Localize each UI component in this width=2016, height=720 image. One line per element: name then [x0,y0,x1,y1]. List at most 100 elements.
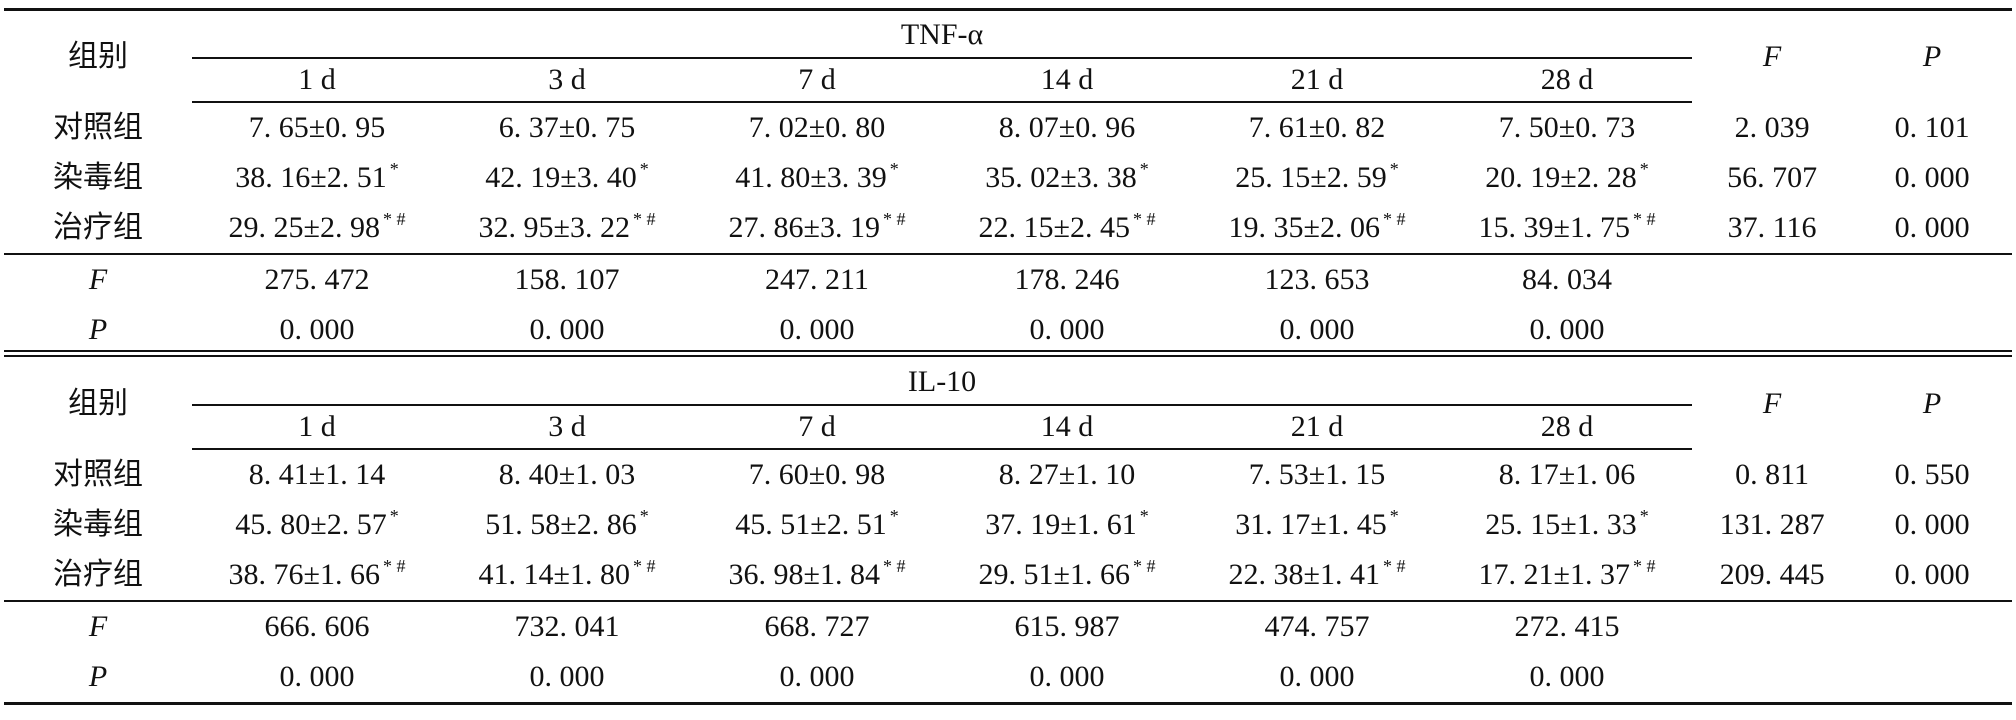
f-value: 247. 211 [692,253,942,305]
f-stat-row: F 275. 472 158. 107 247. 211 178. 246 12… [4,253,2013,305]
group-header: 组别 [68,385,128,421]
f-row-label: F [4,253,192,305]
mean-sd-value: 41. 80±3. 39 [735,161,887,194]
mean-sd-cell: 27. 86±3. 19 * # [692,203,942,254]
time-header: 14 d [942,59,1192,103]
significance-marker: * [1639,159,1649,179]
mean-sd-cell: 22. 15±2. 45 * # [942,203,1192,254]
group-label: 染毒组 [53,507,143,542]
time-header: 14 d [942,406,1192,450]
significance-marker: * [389,159,399,179]
significance-marker: * [889,159,899,179]
time-header: 28 d [1442,59,1693,103]
p-value: 0. 000 [192,652,442,705]
mean-sd-value: 31. 17±1. 45 [1235,508,1387,541]
mean-sd-cell: 36. 98±1. 84 * # [692,550,942,601]
time-header: 1 d [192,59,442,103]
mean-sd-value: 32. 95±3. 22 [478,211,630,244]
mean-sd-cell: 7. 61±0. 82 [1192,102,1442,153]
group-label: 治疗组 [53,210,143,245]
mean-sd-cell: 8. 17±1. 06 [1442,449,1692,500]
mean-sd-value: 7. 50±0. 73 [1498,111,1636,144]
group-rows: 对照组 7. 65±0. 95 6. 37±0. 75 7. 02±0. 80 8. 0… [4,102,2012,254]
f-stat-row: F 666. 606 732. 041 668. 727 615. 987 47… [4,600,2013,652]
row-f-value: 37. 116 [1727,211,1817,244]
mean-sd-value: 38. 16±2. 51 [235,161,387,194]
mean-sd-cell: 31. 17±1. 45 * [1192,500,1442,550]
significance-marker: * # [632,209,656,229]
mean-sd-cell: 25. 15±1. 33 * [1442,500,1692,550]
p-value: 0. 000 [529,313,605,346]
f-value: 275. 472 [192,253,442,305]
mean-sd-cell: 19. 35±2. 06 * # [1192,203,1442,254]
row-f-value: 2. 039 [1734,110,1810,144]
significance-marker: * # [1633,209,1656,229]
group-row: 对照组 8. 41±1. 14 8. 40±1. 03 7. 60±0. 98 8. 2… [4,449,2012,500]
row-f-value: 209. 445 [1719,558,1825,591]
mean-sd-value: 8. 07±0. 96 [998,111,1136,144]
mean-sd-value: 7. 65±0. 95 [248,111,386,144]
row-f-value: 56. 707 [1727,161,1818,194]
group-row: 治疗组 29. 25±2. 98 * #32. 95±3. 22 * #27. 86±… [4,203,2012,254]
mean-sd-cell: 45. 51±2. 51 * [692,500,942,550]
p-header: P [1922,386,1942,420]
mean-sd-cell: 37. 19±1. 61 * [942,500,1192,550]
mean-sd-cell: 7. 50±0. 73 [1442,102,1692,153]
significance-marker: * [1389,506,1399,526]
mean-sd-cell: 7. 53±1. 15 [1192,449,1442,500]
f-value: 123. 653 [1192,253,1442,305]
mean-sd-value: 25. 15±1. 33 [1485,508,1637,541]
significance-marker: * [1139,506,1149,526]
mean-sd-cell: 8. 40±1. 03 [442,449,692,500]
double-rule-bottom [4,355,2012,357]
mean-sd-value: 29. 51±1. 66 [978,558,1130,591]
p-value: 0. 000 [692,652,942,705]
mean-sd-value: 8. 27±1. 10 [998,458,1136,491]
time-header: 7 d [692,406,942,450]
significance-marker: * [889,506,899,526]
group-rows: 对照组 8. 41±1. 14 8. 40±1. 03 7. 60±0. 98 8. 2… [4,449,2012,601]
group-row: 染毒组 45. 80±2. 57 * 51. 58±2. 86 * 45. 51±2. 5… [4,500,2012,550]
p-header: P [1922,39,1942,73]
significance-marker: * # [882,556,906,576]
mean-sd-value: 7. 61±0. 82 [1248,111,1386,144]
significance-marker: * # [882,209,906,229]
p-value: 0. 000 [1529,313,1605,346]
mean-sd-cell: 29. 51±1. 66 * # [942,550,1192,601]
p-value: 0. 000 [942,652,1192,705]
f-value: 272. 415 [1442,600,1693,652]
time-header: 28 d [1442,406,1693,450]
group-label: 对照组 [53,109,143,145]
p-value: 0. 000 [279,313,355,346]
mean-sd-cell: 29. 25±2. 98 * # [192,203,442,254]
mean-sd-cell: 35. 02±3. 38 * [942,153,1192,203]
significance-marker: * [1639,506,1649,526]
significance-marker: * [1389,159,1399,179]
mean-sd-value: 35. 02±3. 38 [985,161,1137,194]
p-stat-row: P 0. 000 0. 000 0. 000 0. 000 0. 000 0. … [4,652,2013,705]
mean-sd-cell: 6. 37±0. 75 [442,102,692,153]
mean-sd-value: 19. 35±2. 06 [1228,211,1380,244]
mean-sd-value: 8. 17±1. 06 [1498,458,1636,491]
significance-marker: * # [382,209,406,229]
significance-marker: * # [382,556,406,576]
f-value: 158. 107 [442,253,692,305]
f-row-label: F [4,600,192,652]
f-value: 474. 757 [1192,600,1442,652]
mean-sd-value: 45. 51±2. 51 [735,508,887,541]
p-value: 0. 000 [442,652,692,705]
il-10-table: 组别 IL-10 F P 1 d 3 d 7 d 14 d 21 d 28 d … [4,358,2013,705]
significance-marker: * # [1382,209,1406,229]
significance-marker: * [639,159,649,179]
mean-sd-value: 22. 38±1. 41 [1228,558,1380,591]
mean-sd-value: 25. 15±2. 59 [1235,161,1387,194]
mean-sd-cell: 17. 21±1. 37 * # [1442,550,1692,601]
p-value: 0. 000 [1279,313,1355,346]
group-header: 组别 [68,38,128,74]
mean-sd-cell: 7. 65±0. 95 [192,102,442,153]
mean-sd-cell: 38. 76±1. 66 * # [192,550,442,601]
p-row-label: P [4,652,192,705]
mean-sd-value: 42. 19±3. 40 [485,161,637,194]
mean-sd-cell: 42. 19±3. 40 * [442,153,692,203]
